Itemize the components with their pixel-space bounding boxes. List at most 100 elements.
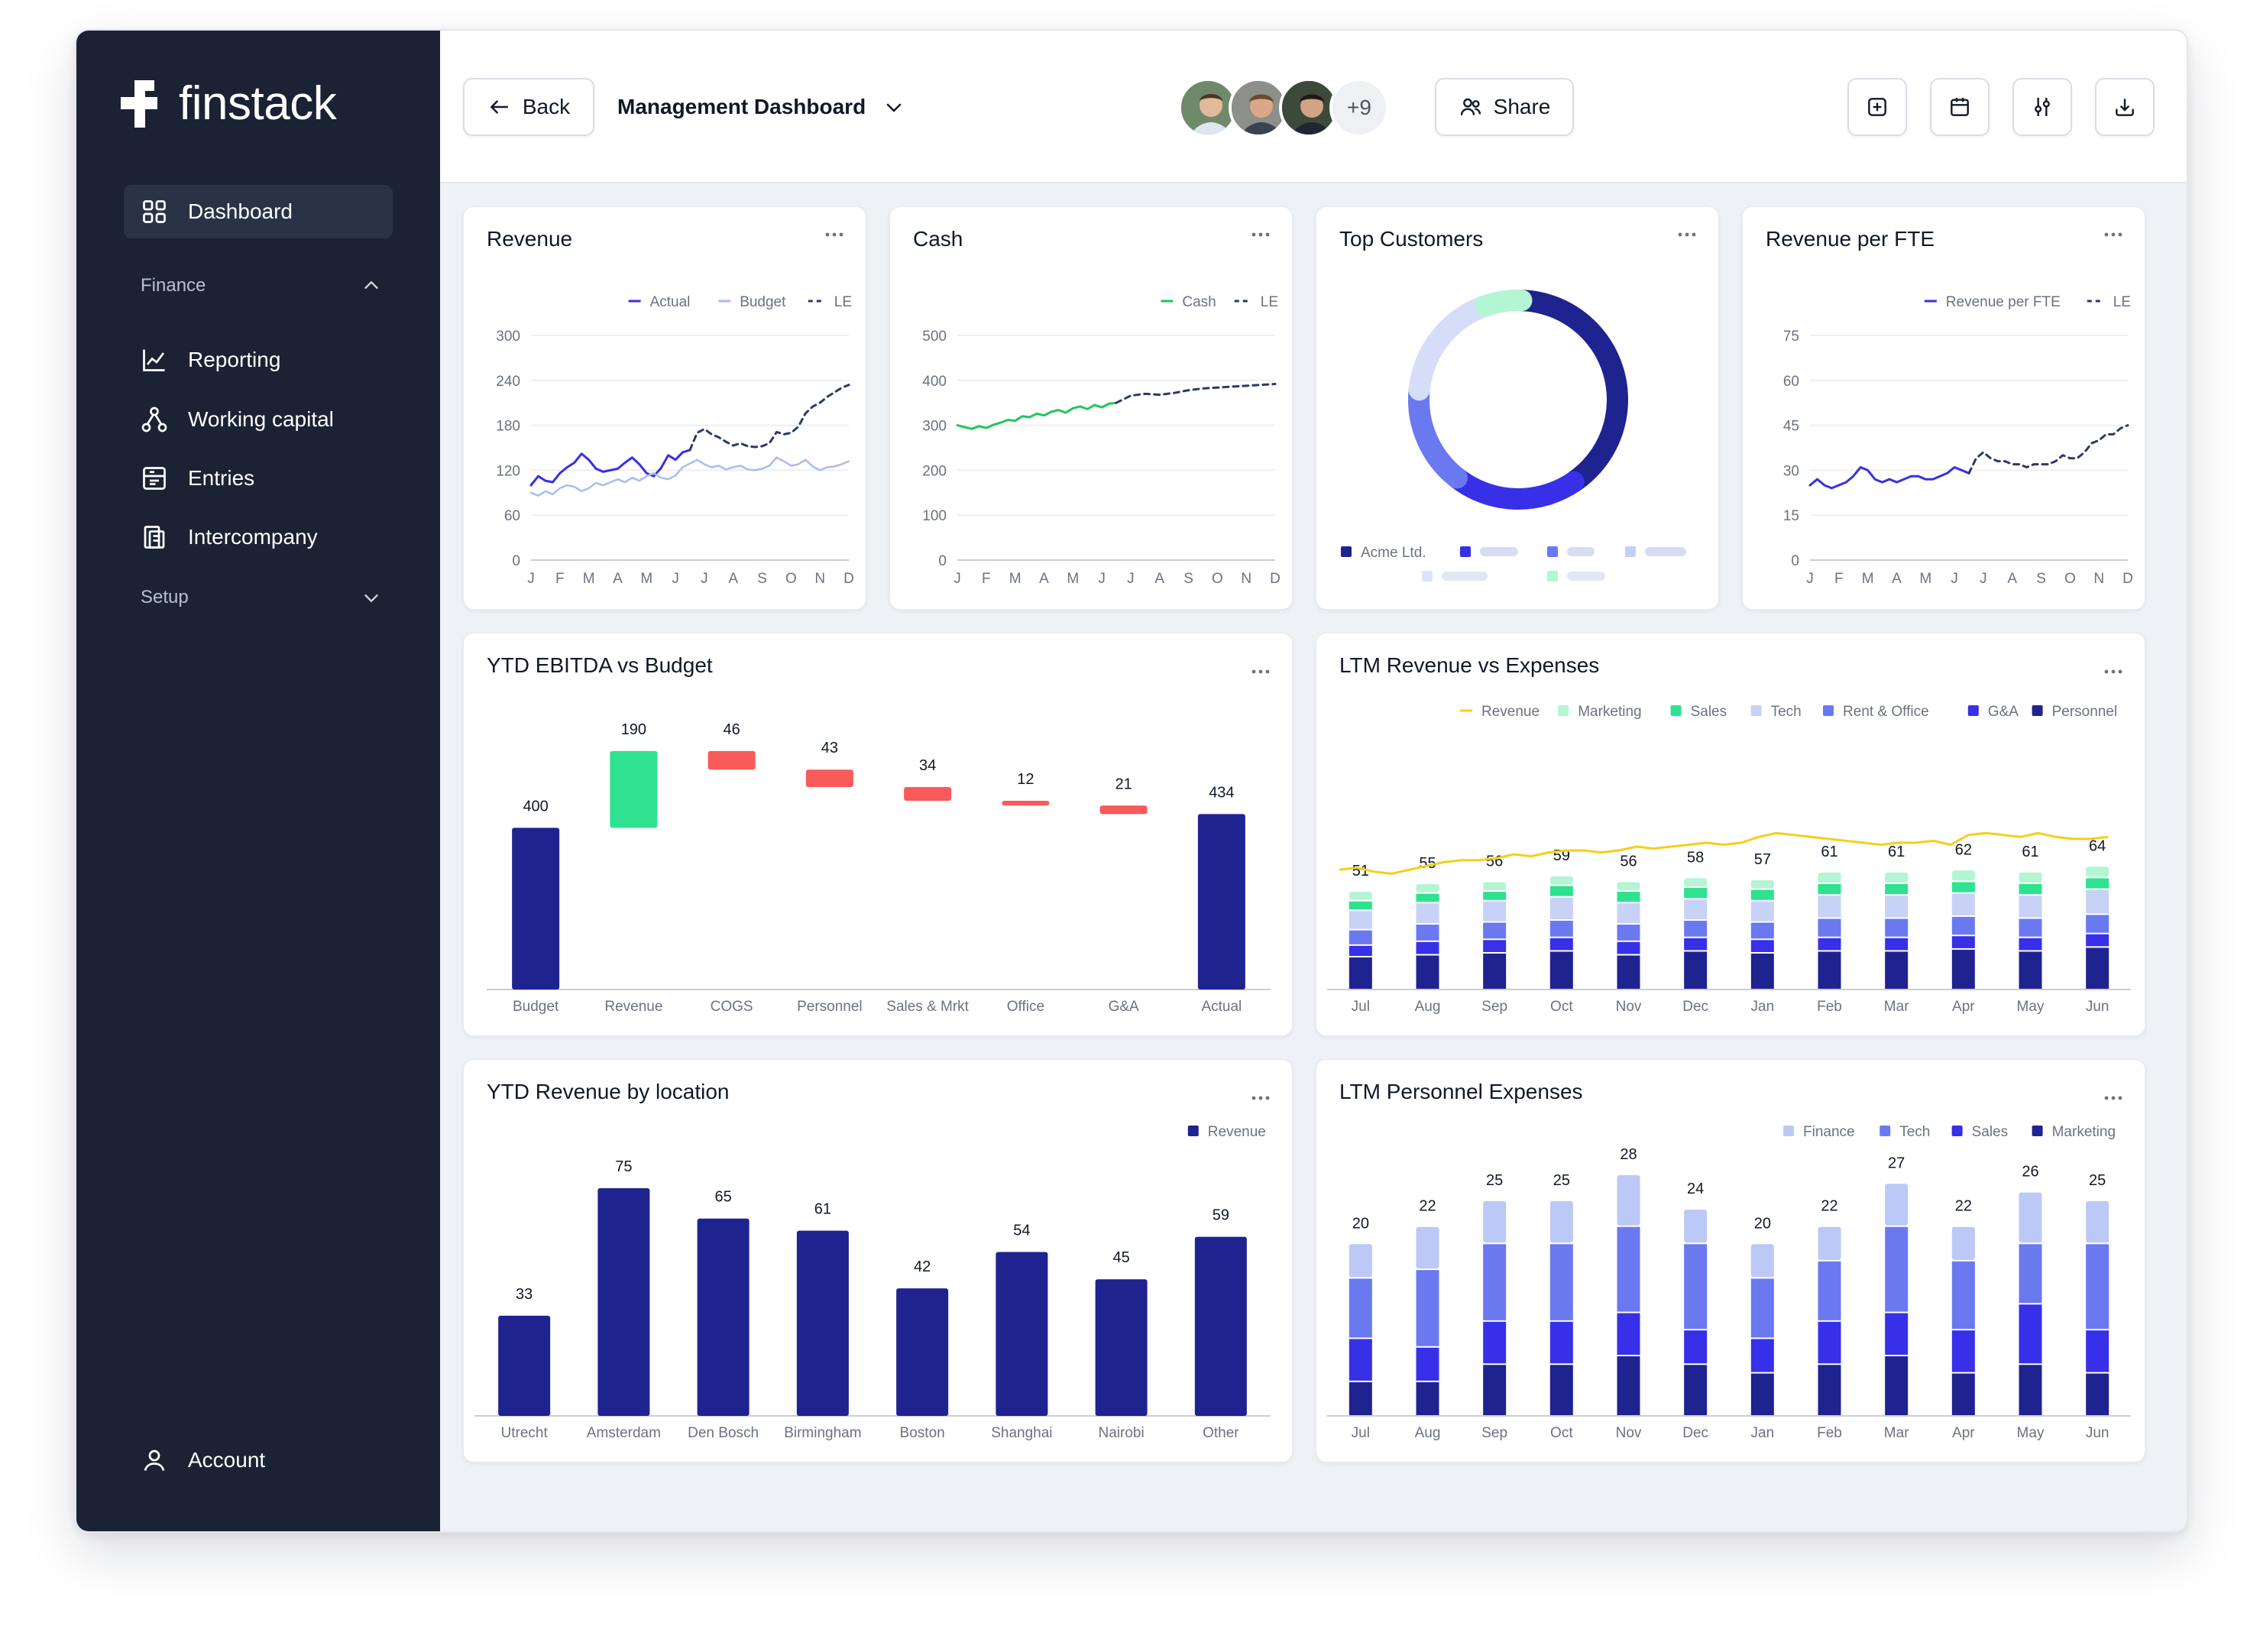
sidebar-item-account[interactable]: Account: [124, 1433, 393, 1487]
stacked-segment-personnel: [1483, 953, 1507, 989]
stacked-segment-marketing: [1617, 1356, 1640, 1415]
stacked-segment-finance: [1885, 1184, 1909, 1226]
x-tick-label: Jul: [1352, 1425, 1370, 1441]
back-button[interactable]: Back: [463, 78, 594, 136]
stacked-segment-tech: [1818, 896, 1841, 918]
more-options-icon[interactable]: [2102, 227, 2125, 242]
x-tick-label: N: [1241, 571, 1251, 587]
stacked-segment-tech: [1349, 1278, 1372, 1338]
legend-swatch: [1783, 1126, 1794, 1136]
data-label: 25: [2089, 1172, 2106, 1189]
legend-swatch: [1460, 546, 1471, 557]
more-options-icon[interactable]: [823, 227, 846, 242]
redacted-legend-label: [1442, 572, 1488, 581]
redacted-legend-label: [1645, 547, 1686, 556]
stacked-segment-marketing: [1349, 1382, 1372, 1415]
more-options-icon[interactable]: [1249, 664, 1272, 679]
waterfall-bar: [904, 786, 952, 801]
stacked-segment-sales: [1818, 1321, 1841, 1364]
x-tick-label: D: [843, 571, 854, 587]
x-tick-label: Amsterdam: [587, 1425, 661, 1441]
card-title: Cash: [913, 227, 963, 251]
series-line-le: [688, 384, 850, 452]
data-label: 28: [1620, 1146, 1637, 1163]
share-label: Share: [1493, 95, 1551, 118]
waterfall-bar: [610, 750, 658, 828]
data-label: 61: [814, 1201, 831, 1218]
top-customers-card: Top Customers Acme Ltd.: [1316, 206, 1719, 610]
more-options-icon[interactable]: [1249, 227, 1272, 242]
card-title: LTM Personnel Expenses: [1339, 1080, 1583, 1103]
data-label: 54: [1013, 1222, 1030, 1239]
donut-slice: [1408, 295, 1496, 401]
x-tick-label: Jun: [2086, 1425, 2109, 1441]
x-tick-label: A: [613, 571, 623, 587]
stacked-segment-finance: [1416, 1226, 1439, 1269]
bar: [896, 1288, 949, 1416]
dashboard-selector[interactable]: Management Dashboard: [617, 78, 905, 136]
more-options-icon[interactable]: [2102, 1090, 2125, 1106]
calendar-button[interactable]: [1930, 78, 1990, 136]
revenue-card: Revenue 0 60 120 180 240 300 J F M A M J J A S O N D LE Bud…: [463, 206, 866, 610]
data-label: 46: [724, 721, 740, 738]
ltm-stacked-bar-chart: 51Jul55Aug56Sep59Oct56Nov58Dec57Jan61Feb…: [1327, 704, 2131, 1015]
stacked-segment-g-a: [1750, 940, 1774, 952]
y-tick-label: 500: [922, 329, 947, 345]
y-tick-label: 30: [1783, 463, 1799, 479]
data-label: 190: [621, 721, 646, 738]
ltm-personnel-card: LTM Personnel Expenses 20 Jul 22 Aug 25 Sep 25…: [1316, 1059, 2145, 1463]
series-line-le: [1115, 383, 1277, 404]
stacked-segment-personnel: [1750, 953, 1774, 989]
sidebar-item-working-capital[interactable]: Working capital: [124, 393, 393, 446]
sidebar-item-dashboard[interactable]: Dashboard: [124, 185, 393, 238]
x-tick-label: D: [2122, 571, 2133, 587]
download-button[interactable]: [2095, 78, 2155, 136]
legend-label: Marketing: [1578, 704, 1641, 720]
bar: [498, 1315, 551, 1416]
waterfall-bar: [1002, 800, 1050, 806]
more-options-icon[interactable]: [1249, 1090, 1272, 1106]
stacked-segment-sales: [1483, 892, 1507, 900]
x-tick-label: Personnel: [797, 999, 863, 1015]
sidebar-item-intercompany[interactable]: Intercompany: [124, 510, 393, 564]
more-options-icon[interactable]: [2102, 664, 2125, 679]
series-line-actual: [529, 449, 691, 487]
x-tick-label: Mar: [1884, 1425, 1909, 1441]
filter-button[interactable]: [2012, 78, 2072, 136]
stacked-segment-finance: [1549, 1200, 1573, 1243]
sidebar-item-entries[interactable]: Entries: [124, 452, 393, 505]
legend-label: Rent & Office: [1843, 704, 1929, 720]
stacked-segment-rent-office: [2019, 918, 2042, 937]
sidebar-item-reporting[interactable]: Reporting: [124, 333, 393, 387]
stacked-segment-sales: [1951, 882, 1975, 892]
avatar: [1229, 78, 1288, 138]
share-button[interactable]: Share: [1435, 78, 1574, 136]
data-label: 61: [1821, 844, 1837, 860]
dashboard-name: Management Dashboard: [617, 95, 866, 118]
sidebar-section-setup[interactable]: Setup: [141, 582, 382, 613]
data-label: 25: [1553, 1172, 1570, 1189]
x-tick-label: N: [814, 571, 825, 587]
person-photo-icon: [1232, 81, 1285, 134]
bar: [697, 1218, 750, 1416]
sidebar-section-finance[interactable]: Finance: [141, 270, 382, 301]
x-tick-label: M: [640, 571, 652, 587]
more-options-icon[interactable]: [1676, 227, 1698, 242]
legend-swatch: [1558, 705, 1569, 716]
legend-swatch: [1625, 546, 1636, 557]
x-tick-label: D: [1270, 571, 1281, 587]
stacked-segment-sales: [1349, 1339, 1372, 1381]
sidebar-item-label: Reporting: [188, 348, 281, 371]
finstack-logo-icon: [121, 79, 157, 128]
data-label: 24: [1687, 1181, 1704, 1197]
x-tick-label: M: [1919, 571, 1931, 587]
y-tick-label: 75: [1783, 329, 1799, 345]
stacked-segment-marketing: [1416, 1382, 1439, 1415]
x-tick-label: Den Bosch: [688, 1425, 759, 1441]
add-widget-button[interactable]: [1847, 78, 1907, 136]
data-label: 21: [1115, 776, 1132, 792]
x-tick-label: Feb: [1817, 999, 1842, 1015]
logo[interactable]: finstack: [121, 76, 337, 131]
x-tick-label: M: [583, 571, 595, 587]
stacked-segment-personnel: [1951, 949, 1975, 989]
